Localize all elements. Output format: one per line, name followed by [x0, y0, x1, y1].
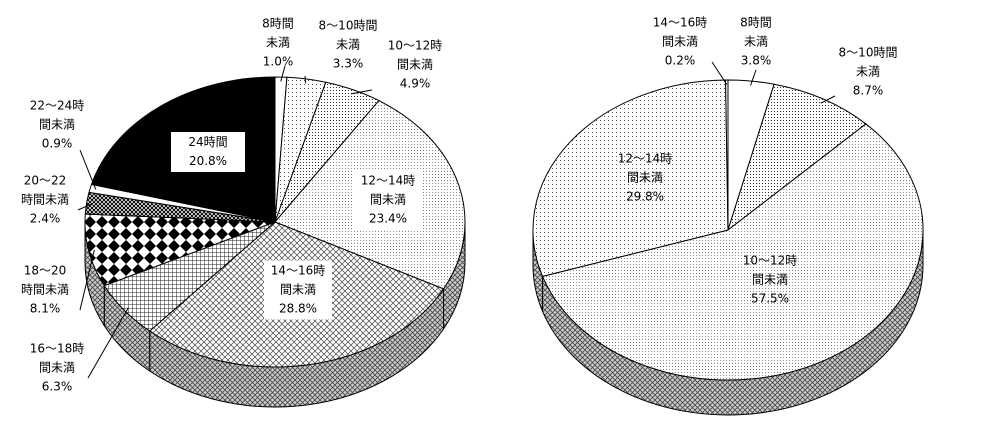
leader-line [87, 307, 129, 379]
value-label: 1.0% [262, 54, 294, 69]
leader-line [79, 249, 95, 311]
slice-label: 8時間未満 1.0% [261, 15, 295, 72]
pie-slice [727, 83, 867, 232]
category-label: 12～14時間未満 [617, 151, 673, 185]
category-label: 8～10時間未満 [838, 45, 898, 79]
slice-label: 16～18時間未満 6.3% [25, 340, 89, 397]
category-label: 20～22時間未満 [21, 173, 70, 207]
slice-label: 8時間未満 3.8% [739, 14, 773, 71]
slice-label: 18～20時間未満 8.1% [21, 262, 69, 319]
leader-line [750, 69, 757, 86]
leader-line [304, 75, 307, 84]
value-label: 3.3% [332, 56, 364, 71]
value-label: 29.8% [625, 189, 665, 204]
slice-label: 24時間 20.8% [171, 132, 245, 172]
category-label: 14～16時間未満 [652, 15, 708, 49]
category-label: 8～10時間未満 [318, 18, 378, 52]
leader-line [280, 65, 286, 82]
value-label: 0.2% [664, 53, 696, 68]
value-label: 2.4% [29, 211, 61, 226]
value-label: 6.3% [41, 379, 73, 394]
slice-label: 22～24時間未満 0.9% [25, 97, 89, 154]
value-label: 3.8% [740, 53, 772, 68]
category-label: 14～16時間未満 [270, 263, 326, 297]
slice-label: 14～16時間未満 28.8% [264, 260, 332, 320]
pie-slice [532, 79, 729, 277]
category-label: 8時間未満 [740, 15, 772, 49]
leader-line [77, 203, 93, 211]
slice-label: 8～10時間未満 8.7% [836, 44, 900, 101]
category-label: 12～14時間未満 [360, 173, 416, 207]
category-label: 10～12時間未満 [387, 38, 443, 72]
value-label: 0.9% [41, 136, 73, 151]
category-label: 22～24時間未満 [29, 98, 85, 132]
value-label: 57.5% [750, 291, 790, 306]
slice-label: 10～12時間未満 4.9% [383, 37, 447, 94]
category-label: 24時間 [188, 135, 228, 149]
category-label: 18～20時間未満 [21, 263, 70, 297]
slice-label: 8～10時間未満 3.3% [316, 17, 380, 74]
value-label: 8.1% [29, 301, 61, 316]
leader-line [711, 61, 728, 85]
slice-label: 12～14時間未満 29.8% [613, 150, 677, 207]
category-label: 16～18時間未満 [29, 341, 85, 375]
slice-label: 14～16時間未満 0.2% [648, 14, 712, 71]
pie-slice [725, 79, 729, 231]
value-label: 20.8% [188, 154, 228, 168]
leader-line [350, 89, 373, 95]
value-label: 4.9% [399, 76, 431, 91]
category-label: 8時間未満 [262, 16, 294, 50]
slice-label: 10～12時間未満 57.5% [738, 252, 802, 309]
slice-label: 12～14時間未満 23.4% [354, 170, 422, 230]
category-label: 10～12時間未満 [742, 253, 798, 287]
slice-label: 20～22時間未満 2.4% [21, 172, 69, 229]
pie-slice [541, 123, 924, 381]
value-label: 23.4% [368, 211, 408, 226]
value-label: 8.7% [852, 83, 884, 98]
leader-line [79, 149, 97, 190]
leader-line [820, 95, 836, 104]
value-label: 28.8% [278, 301, 318, 316]
pie-slice [84, 213, 276, 287]
